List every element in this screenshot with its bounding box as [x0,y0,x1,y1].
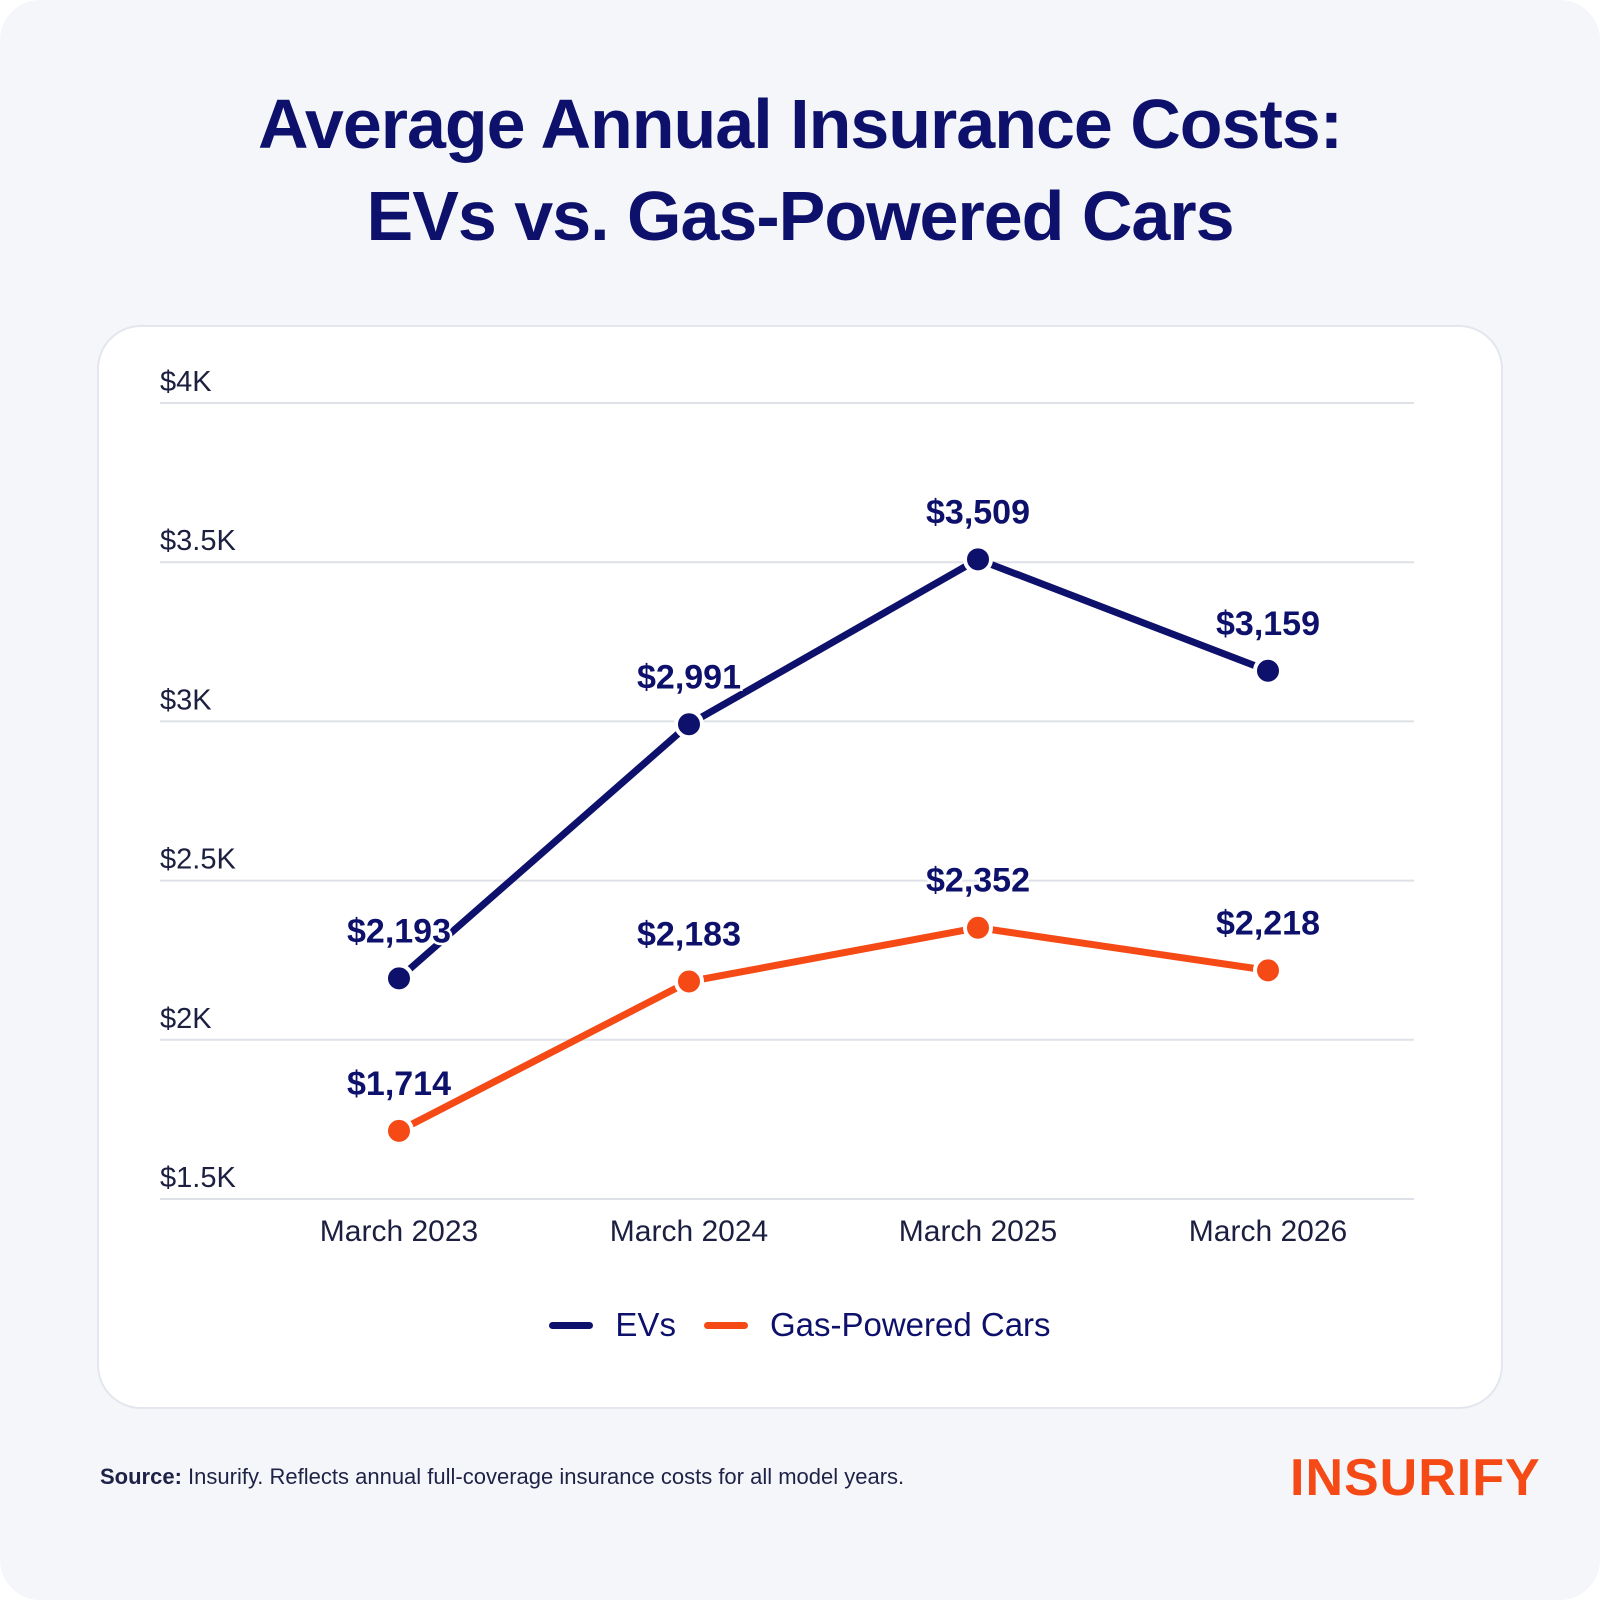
data-point [384,1115,414,1146]
source-label: Source: [100,1464,182,1489]
legend-item-evs: EVs [549,1306,676,1344]
x-tick-label: March 2025 [899,1215,1057,1248]
legend-item-gas: Gas-Powered Cars [703,1306,1051,1344]
legend-label-evs: EVs [615,1306,676,1343]
x-tick-label: March 2023 [320,1215,478,1248]
x-tick-label: March 2024 [610,1215,768,1248]
data-label: $2,193 [347,912,451,950]
source-text: Insurify. Reflects annual full-coverage … [181,1464,905,1489]
chart-card [97,325,1503,1409]
legend-swatch-evs [549,1321,594,1329]
insurify-logo: INSURIFY [1290,1449,1541,1507]
series-line [395,924,1272,1135]
legend-swatch-gas [703,1321,748,1329]
data-point [674,966,704,997]
y-tick-label: $2.5K [160,844,236,876]
series-line [395,555,1272,982]
y-tick-label: $4K [160,366,212,398]
chart-title: Average Annual Insurance Costs: EVs vs. … [0,78,1600,262]
data-point [1253,655,1283,686]
data-label: $2,991 [637,658,741,696]
legend: EVs Gas-Powered Cars [0,1300,1600,1350]
title-line-1: Average Annual Insurance Costs: [257,85,1343,163]
data-label: $2,183 [637,916,741,954]
data-label: $3,509 [926,493,1030,531]
data-label: $2,352 [926,862,1030,900]
data-point [963,912,993,943]
data-label: $3,159 [1216,605,1320,643]
data-point [1253,955,1283,986]
data-label: $1,714 [347,1065,451,1103]
data-point [384,963,414,994]
y-tick-label: $2K [160,1003,212,1035]
legend-label-gas: Gas-Powered Cars [769,1306,1051,1343]
data-point [963,544,993,575]
y-tick-label: $1.5K [160,1162,236,1194]
title-line-2: EVs vs. Gas-Powered Cars [366,177,1235,255]
source-note: Source: Insurify. Reflects annual full-c… [100,1464,904,1490]
x-tick-label: March 2026 [1189,1215,1347,1248]
data-point [674,709,704,740]
y-tick-label: $3K [160,684,212,716]
y-tick-label: $3.5K [160,525,236,557]
data-label: $2,218 [1216,904,1320,942]
